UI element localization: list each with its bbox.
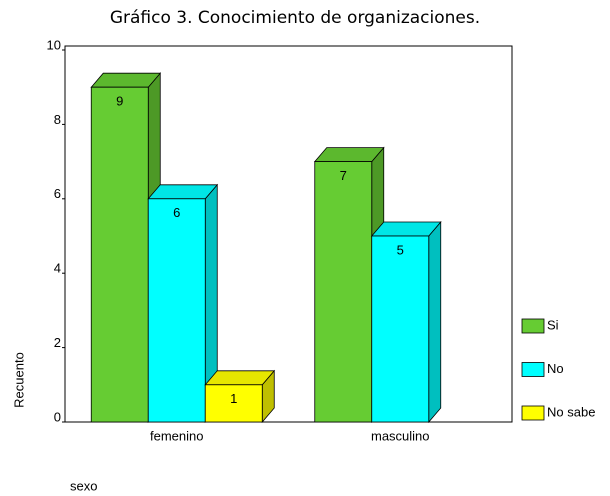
bar-face <box>204 370 276 386</box>
bar-face <box>371 235 430 423</box>
legend-swatch <box>521 362 545 377</box>
legend-label: No <box>547 361 564 376</box>
value-label: 1 <box>230 391 237 406</box>
legend-swatch <box>521 318 545 334</box>
value-label: 5 <box>397 242 404 257</box>
y-tick-label: 6 <box>54 186 61 201</box>
legend-label: No sabe <box>547 404 595 419</box>
y-tick-label: 10 <box>47 37 61 52</box>
y-tick-label: 2 <box>54 335 61 350</box>
chart-title: Gráfico 3. Conocimiento de organizacione… <box>110 8 480 28</box>
value-label: 9 <box>116 94 123 109</box>
bar-face <box>90 72 162 88</box>
bar-face <box>314 161 373 423</box>
value-label: 6 <box>173 205 180 220</box>
bar <box>204 369 276 424</box>
bar <box>370 220 442 424</box>
bar-face <box>313 147 385 163</box>
y-axis-label: Recuento <box>11 352 26 408</box>
legend-swatch <box>521 405 545 421</box>
bar-face <box>428 220 442 424</box>
bar-face <box>147 198 206 423</box>
legend-label: Si <box>547 317 559 332</box>
bar <box>147 183 219 424</box>
value-label: 7 <box>340 168 347 183</box>
bar-face <box>90 86 149 423</box>
x-axis-label: sexo <box>70 478 97 493</box>
bar-face <box>370 221 442 237</box>
y-tick-label: 0 <box>54 409 61 424</box>
x-tick-label: femenino <box>150 428 203 443</box>
plot-frame <box>64 45 513 423</box>
y-tick-label: 8 <box>54 112 61 127</box>
y-tick-label: 4 <box>54 261 61 276</box>
bar-face <box>147 184 219 200</box>
bar-face <box>204 384 263 423</box>
x-tick-label: masculino <box>371 428 430 443</box>
bar <box>90 72 162 424</box>
